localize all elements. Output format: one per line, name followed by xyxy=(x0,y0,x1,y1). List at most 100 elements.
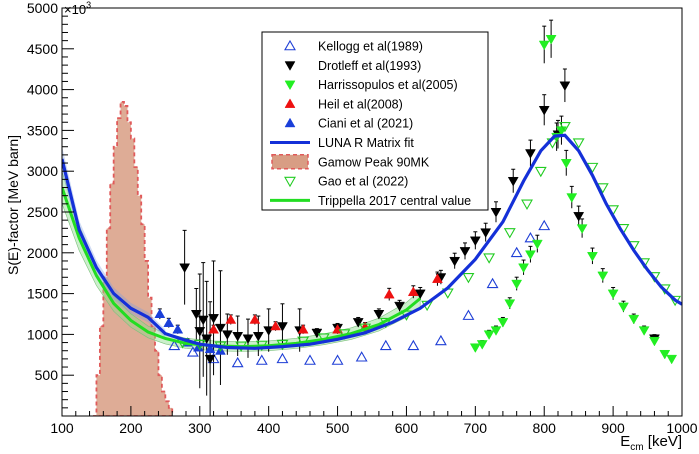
legend-swatch xyxy=(271,154,309,170)
data-point xyxy=(638,326,650,336)
data-point xyxy=(459,247,471,257)
legend-item: Gamow Peak 90MK xyxy=(271,154,430,170)
legend-item: Kellogg et al(1989) xyxy=(284,39,423,54)
y-exponent-label: ×103 xyxy=(64,0,91,17)
legend-box xyxy=(261,31,489,211)
legend-swatch xyxy=(284,61,296,71)
data-point xyxy=(597,271,609,282)
x-tick-label: 100 xyxy=(50,420,74,436)
data-point xyxy=(618,302,629,313)
data-point xyxy=(201,334,213,344)
luna-r-matrix-curve xyxy=(62,133,682,350)
data-point xyxy=(538,219,551,231)
data-point xyxy=(659,349,671,360)
legend: Kellogg et al(1989) Drotleff et al(1993) H… xyxy=(261,31,489,211)
data-point xyxy=(186,346,199,357)
data-point xyxy=(225,314,237,324)
legend-item: Drotleff et al(1993) xyxy=(284,59,421,73)
legend-label: LUNA R Matrix fit xyxy=(318,136,414,150)
y-tick-label: 2000 xyxy=(27,245,58,261)
y-axis-label: S(E)-factor [MeV barn] xyxy=(5,135,21,275)
data-point xyxy=(511,279,523,290)
y-tick-label: 3000 xyxy=(27,163,58,179)
data-point xyxy=(297,324,309,334)
data-point xyxy=(252,332,264,342)
y-tick-label: 3500 xyxy=(27,122,58,138)
x-tick-label: 900 xyxy=(601,420,625,436)
data-point xyxy=(504,299,516,309)
data-point xyxy=(566,193,578,203)
data-point xyxy=(483,330,495,340)
x-tick-label: 800 xyxy=(533,420,557,436)
data-point xyxy=(587,252,598,262)
data-point xyxy=(255,354,268,365)
data-points xyxy=(154,35,682,368)
data-point xyxy=(190,310,202,320)
data-point xyxy=(215,323,226,334)
data-point xyxy=(534,166,547,178)
x-tick-label: 200 xyxy=(119,420,143,436)
data-point xyxy=(194,327,206,337)
legend-label: Ciani et al (2021) xyxy=(318,117,413,131)
legend-item: Ciani et al (2021) xyxy=(284,117,413,131)
legend-items: Kellogg et al(1989) Drotleff et al(1993) H… xyxy=(270,40,471,208)
data-point xyxy=(352,318,364,328)
data-point xyxy=(432,273,443,283)
data-point xyxy=(507,176,519,187)
data-point xyxy=(407,339,420,351)
data-point xyxy=(270,320,281,331)
data-point xyxy=(572,138,585,149)
data-point xyxy=(476,340,488,350)
legend-swatch xyxy=(284,117,296,128)
data-point xyxy=(221,330,233,340)
data-point xyxy=(434,334,447,346)
data-point xyxy=(518,263,529,273)
data-point xyxy=(545,35,557,45)
data-point xyxy=(163,317,175,327)
data-point xyxy=(204,354,216,365)
x-tick-label: 400 xyxy=(257,420,281,436)
y-tick-label: 1500 xyxy=(27,286,58,302)
data-point xyxy=(208,324,219,334)
data-point xyxy=(486,277,499,289)
data-point xyxy=(483,253,496,264)
data-point xyxy=(168,339,181,351)
data-point xyxy=(172,324,184,334)
x-tick-label: 700 xyxy=(464,420,488,436)
x-tick-label: 300 xyxy=(188,420,212,436)
data-point xyxy=(355,351,368,362)
x-tick-label: 1000 xyxy=(666,420,697,436)
data-point xyxy=(576,224,588,234)
gamow-peak-area xyxy=(93,100,174,416)
data-point xyxy=(490,208,502,218)
legend-label: Kellogg et al(1989) xyxy=(318,40,423,54)
legend-label: Drotleff et al(1993) xyxy=(318,59,421,73)
x-axis-label: Ecm [keV] xyxy=(620,433,682,453)
data-point xyxy=(469,236,481,247)
data-point xyxy=(204,343,216,354)
fit-curves xyxy=(62,133,682,350)
x-tick-label: 600 xyxy=(395,420,419,436)
data-point xyxy=(462,272,475,284)
data-point xyxy=(538,106,550,116)
data-point xyxy=(531,239,543,250)
data-point xyxy=(573,212,585,222)
data-point xyxy=(510,246,523,258)
legend-swatch xyxy=(284,80,296,91)
data-point xyxy=(666,354,678,365)
legend-item: Harrissopulos et al(2005) xyxy=(284,78,458,92)
x-tick-label: 500 xyxy=(326,420,350,436)
data-point xyxy=(242,334,254,344)
legend-item: Heil et al(2008) xyxy=(284,97,403,111)
data-point xyxy=(469,343,481,353)
data-point xyxy=(628,314,640,325)
data-point xyxy=(232,332,244,342)
y-tick-label: 2500 xyxy=(27,204,58,220)
data-point xyxy=(490,326,502,336)
legend-swatch xyxy=(284,39,296,51)
legend-item: Trippella 2017 central value xyxy=(270,194,471,208)
axes: 100 200 300 400 500 600 700 800 900 1000 500 1000 15… xyxy=(27,0,698,436)
data-point xyxy=(394,301,405,312)
data-point xyxy=(559,81,571,92)
luna-uncertainty-band xyxy=(62,146,166,338)
